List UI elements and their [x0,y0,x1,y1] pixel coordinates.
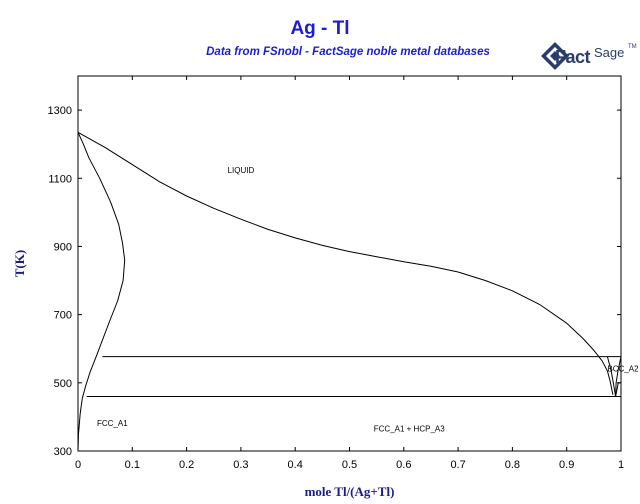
phase-region-label: LIQUID [228,166,255,175]
y-tick-label: 500 [54,378,72,390]
x-tick-label: 0 [75,459,81,471]
phase-boundary-line [615,382,621,397]
phase-region-label: FCC_A1 + HCP_A3 [374,425,445,434]
factsage-logo-badge-icon [541,42,569,70]
x-tick-label: 0.6 [396,459,411,471]
logo-word-fact: Fact [555,47,591,67]
y-axis-label: T(K) [12,250,27,277]
plot-area-border [77,75,622,452]
x-tick-label: 0.2 [179,459,194,471]
plot-frame [77,75,622,452]
phase-boundaries [77,131,622,452]
logo-word-sage: Sage [594,45,625,60]
y-tick-label: 1100 [48,173,72,185]
x-tick-label: 0.4 [288,459,303,471]
y-tick-label: 300 [54,446,72,458]
phase-boundary-line [77,132,126,452]
phase-region-label: FCC_A1 [97,419,128,428]
x-tick-label: 0.5 [342,459,357,471]
y-tick-label: 700 [54,310,72,322]
phase-boundary-line [615,356,622,397]
x-tick-label: 1 [618,459,624,471]
phase-boundary-line [77,131,614,395]
x-tick-label: 0.9 [559,459,574,471]
x-axis-label: mole Tl/(Ag+Tl) [305,484,395,499]
phase-region-labels: LIQUID FCC_A1 BCC_A2 FCC_A1 + HCP_A3 [97,166,639,434]
x-tick-label: 0.7 [450,459,465,471]
y-tick-label: 900 [54,241,72,253]
factsage-logo: Fact Sage TM [540,41,637,73]
logo-trademark: TM [628,44,637,50]
chart-subtitle: Data from FSnobl - FactSage noble metal … [206,46,490,58]
x-tick-label: 0.1 [125,459,140,471]
x-tick-label: 0.3 [233,459,248,471]
x-tick-label: 0.8 [505,459,520,471]
y-tick-label: 1300 [48,105,72,117]
phase-region-label: BCC_A2 [607,365,639,374]
phase-boundary-line [606,356,617,397]
chart-title: Ag - Tl [290,18,350,39]
axis-ticks: 0 0.1 0.2 0.3 0.4 0.5 0.6 0.7 0.8 0.9 130050070090… [48,76,624,471]
